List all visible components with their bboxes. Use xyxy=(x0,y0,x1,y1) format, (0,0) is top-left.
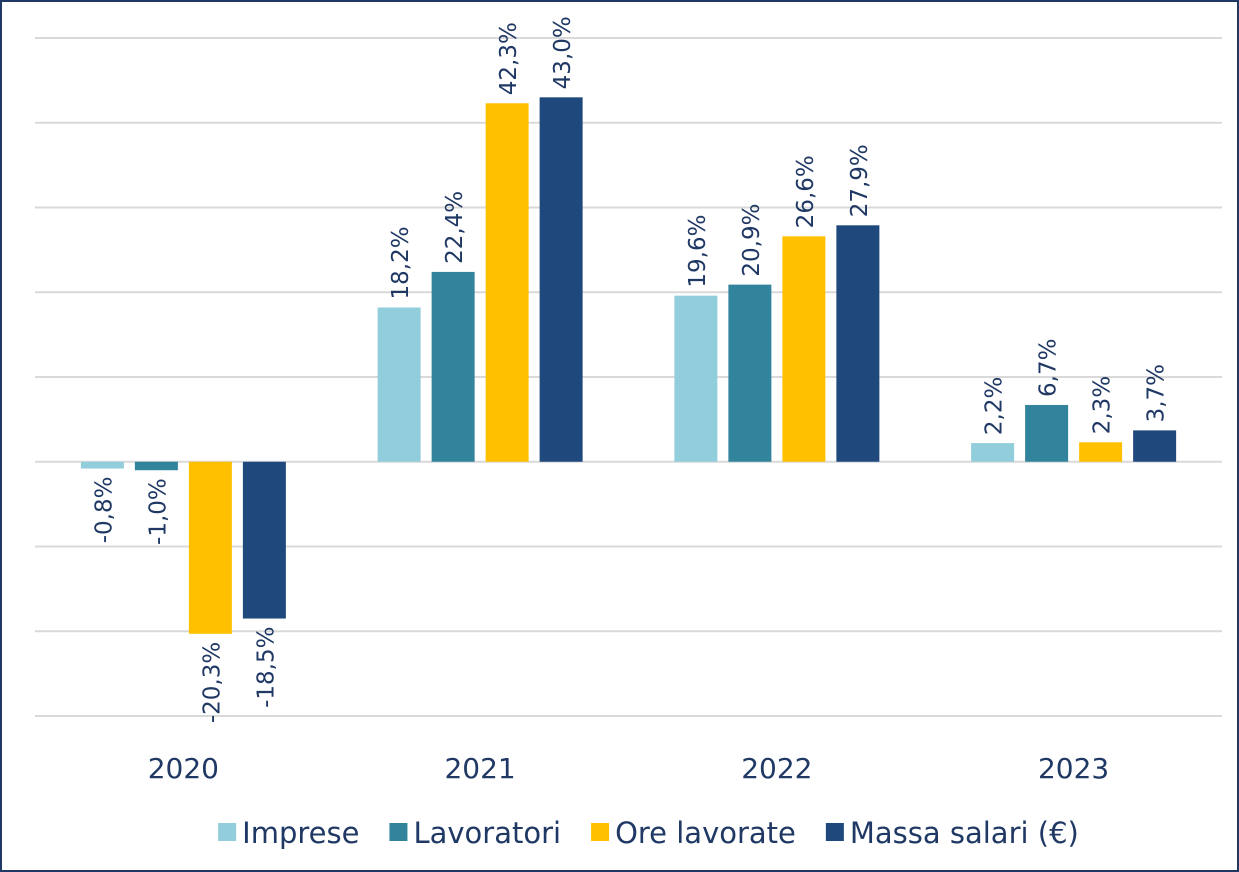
legend-swatch xyxy=(218,823,237,841)
legend-label: Imprese xyxy=(242,816,359,850)
data-label: 2,3% xyxy=(1090,376,1116,434)
legend-label: Ore lavorate xyxy=(615,816,796,850)
x-tick-label: 2020 xyxy=(148,752,219,785)
bar xyxy=(728,284,772,462)
data-label: 18,2% xyxy=(388,226,414,299)
bar xyxy=(1025,404,1069,462)
data-label: 26,6% xyxy=(793,155,819,228)
bar xyxy=(188,461,232,634)
data-label: -18,5% xyxy=(253,627,279,708)
data-label: 2,2% xyxy=(982,377,1008,435)
bar xyxy=(431,271,475,462)
data-label: 20,9% xyxy=(739,204,765,277)
data-label: 43,0% xyxy=(550,16,576,89)
data-label: 27,9% xyxy=(847,144,873,217)
data-label: 19,6% xyxy=(685,215,711,288)
bar xyxy=(1133,430,1177,462)
bar xyxy=(782,236,826,462)
legend-swatch xyxy=(591,823,610,841)
legend-label: Lavoratori xyxy=(413,816,561,850)
data-label: -0,8% xyxy=(91,477,117,544)
x-tick-label: 2021 xyxy=(444,752,515,785)
bar xyxy=(674,295,718,462)
bar xyxy=(485,103,529,462)
bar xyxy=(377,307,421,462)
bar xyxy=(242,461,286,619)
data-label: 6,7% xyxy=(1036,339,1062,397)
data-label: 3,7% xyxy=(1144,364,1170,422)
data-label: 22,4% xyxy=(442,191,468,264)
data-label: 42,3% xyxy=(496,22,522,95)
legend-label: Massa salari (€) xyxy=(850,816,1079,850)
x-tick-label: 2023 xyxy=(1038,752,1109,785)
bar xyxy=(80,461,124,469)
data-label: -1,0% xyxy=(145,478,171,545)
x-tick-label: 2022 xyxy=(741,752,812,785)
bar xyxy=(134,461,178,471)
legend-swatch xyxy=(389,823,408,841)
bar xyxy=(971,443,1015,462)
bar xyxy=(539,97,583,462)
data-label: -20,3% xyxy=(199,642,225,723)
bar xyxy=(836,225,880,462)
legend-swatch xyxy=(825,823,844,841)
bar xyxy=(1079,442,1123,462)
